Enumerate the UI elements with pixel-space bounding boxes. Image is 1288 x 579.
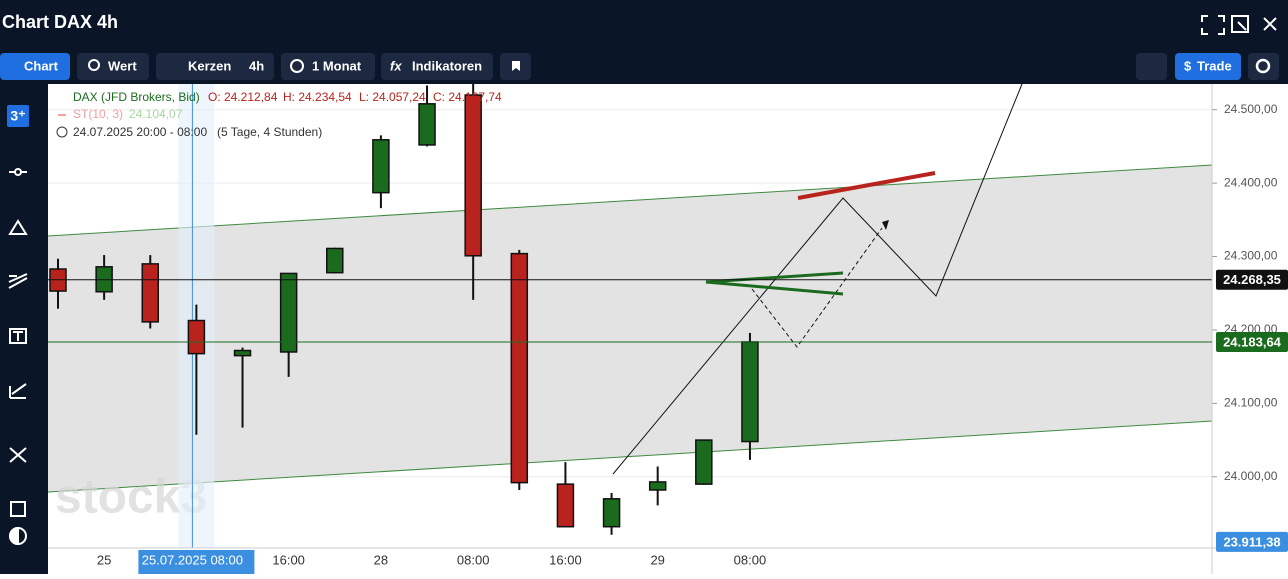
candle-body <box>556 483 575 528</box>
x-tick-label: 08:00 <box>457 552 490 567</box>
x-tick-label: 25.07.2025 08:00 <box>142 552 243 567</box>
legend-period: 24.07.2025 20:00 - 08:00 <box>73 125 207 139</box>
kerzen-label: Kerzen <box>188 58 231 73</box>
legend-close: C: 24.167,74 <box>433 90 502 104</box>
candle-body <box>418 103 436 146</box>
x-tick-label: 16:00 <box>549 552 582 567</box>
range-label: 1 Monat <box>312 58 362 73</box>
price-label-bg <box>1216 269 1288 290</box>
fx-icon: fx <box>390 58 402 73</box>
window-icons[interactable] <box>1201 15 1277 35</box>
y-tick-label: 24.400,00 <box>1224 175 1278 189</box>
legend-duration: (5 Tage, 4 Stunden) <box>217 125 322 139</box>
legend-high: H: 24.234,54 <box>283 90 352 104</box>
indicators-button[interactable] <box>381 53 493 80</box>
y-tick-label: 24.300,00 <box>1224 249 1278 263</box>
candle-body <box>464 94 482 257</box>
y-tick-label: 24.500,00 <box>1224 102 1278 116</box>
legend-open: O: 24.212,84 <box>208 90 278 104</box>
candle-body <box>326 247 344 274</box>
range-button[interactable] <box>281 53 375 80</box>
price-label-bg <box>1216 331 1288 352</box>
x-tick-label: 08:00 <box>734 552 767 567</box>
kerzen-button[interactable] <box>156 53 274 80</box>
legend-instrument: DAX (JFD Brokers, Bid) <box>73 90 200 104</box>
drawings <box>48 83 1212 475</box>
arrow-head <box>882 220 889 230</box>
green-fork <box>705 271 844 296</box>
candle-body <box>602 498 621 528</box>
candle-body <box>695 439 713 485</box>
candle-body <box>233 349 252 357</box>
red-segment <box>797 171 936 200</box>
chart-button-label: Chart <box>24 58 59 73</box>
trade-button[interactable] <box>1175 53 1241 80</box>
x-tick-label: 16:00 <box>272 552 305 567</box>
candle-body <box>187 319 206 355</box>
dashed-projection <box>751 227 883 348</box>
projection-line <box>612 83 1023 475</box>
magic-button[interactable] <box>1136 53 1167 80</box>
badge-bg[interactable] <box>7 105 29 127</box>
gear-icon <box>1255 58 1271 74</box>
period-icon <box>56 126 68 138</box>
settings-button[interactable] <box>1248 53 1279 80</box>
candle-body <box>648 481 667 491</box>
sidebar-badge: 3⁺ <box>10 108 25 124</box>
channel-lower <box>48 420 1212 493</box>
chart-button[interactable] <box>0 53 70 80</box>
legend-low: L: 24.057,24 <box>359 90 426 104</box>
x-tick-label: 25 <box>97 552 111 567</box>
crosshair-label-bg <box>138 550 255 574</box>
y-tick-label: 24.000,00 <box>1224 469 1278 483</box>
candle-body <box>372 139 390 194</box>
legend-indicator: ST(10, 3) <box>73 107 123 121</box>
indicators-label: Indikatoren <box>412 58 482 73</box>
search-icon <box>88 59 100 71</box>
candle-body <box>279 272 298 353</box>
legend-indicator-value: 24.104,07 <box>129 107 183 121</box>
candle-body <box>510 252 529 484</box>
price-label: 23.911,38 <box>1223 534 1280 549</box>
page-title: Chart DAX 4h <box>2 12 118 32</box>
plot: stock3 <box>48 84 1212 548</box>
x-tick-label: 29 <box>650 552 664 567</box>
bookmark-icon <box>512 61 520 71</box>
price-label: 24.183,64 <box>1223 334 1282 349</box>
price-label: 24.268,35 <box>1223 272 1281 287</box>
channel-upper <box>48 164 1212 237</box>
candle-body <box>741 341 759 443</box>
channel-fill <box>48 165 1212 492</box>
price-label-bg <box>1216 531 1288 552</box>
trade-label: Trade <box>1197 58 1232 73</box>
x-tick-label: 28 <box>374 552 388 567</box>
clock-icon <box>290 59 304 73</box>
dollar-icon: $ <box>1184 58 1192 73</box>
candle-body <box>141 263 160 323</box>
wert-label: Wert <box>108 58 137 73</box>
legend: DAX (JFD Brokers, Bid) O: 24.212,84 H: 2… <box>56 90 502 139</box>
interval-label: 4h <box>249 58 264 73</box>
sidebar-icons[interactable] <box>8 168 28 546</box>
y-tick-label: 24.100,00 <box>1224 396 1278 410</box>
